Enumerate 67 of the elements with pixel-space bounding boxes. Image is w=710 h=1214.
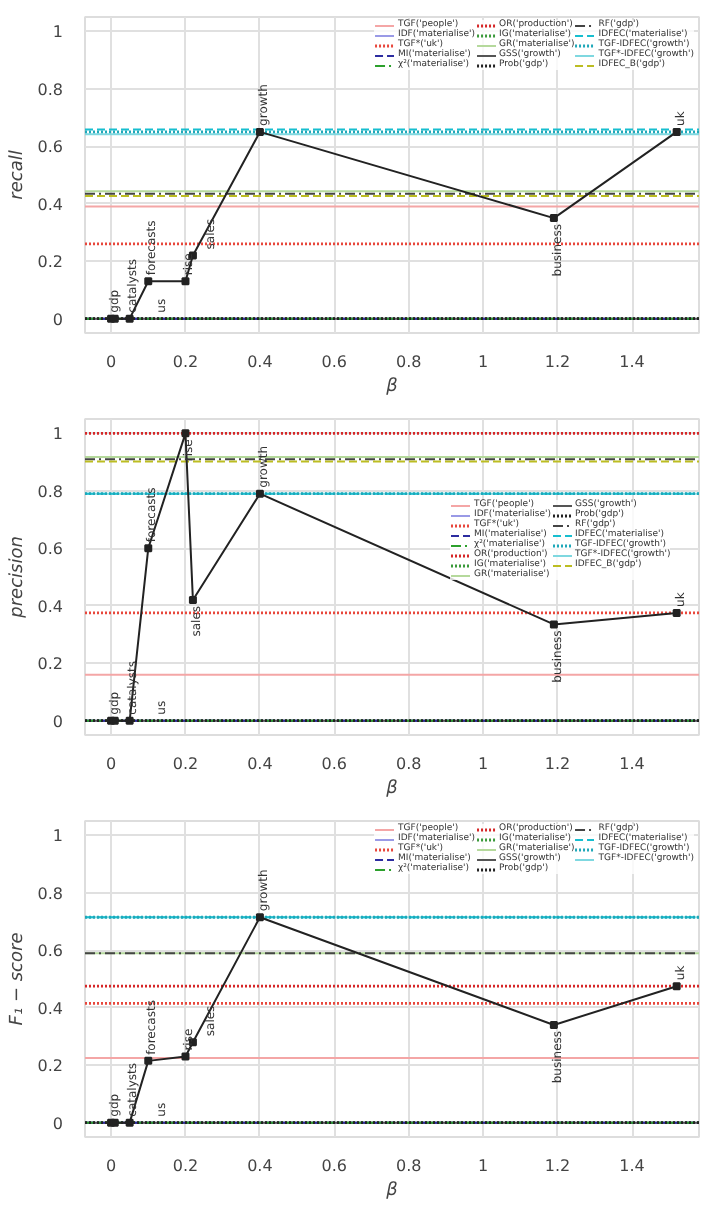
x-tick-label: 1.4 [619,1157,645,1175]
x-tick-label: 0.6 [321,1157,348,1175]
x-tick-label: 0 [105,755,117,773]
point [181,429,190,438]
x-tick-label: 0.4 [247,353,273,371]
x-tick-label: 1.4 [619,353,645,371]
x-tick-label: 0.2 [172,1157,199,1175]
x-tick-label: 1.2 [544,1157,571,1175]
point [672,608,681,617]
x-axis-title: β [384,1181,399,1201]
x-tick-label: 1.2 [544,353,571,371]
x-tick-label: 1 [478,1157,489,1175]
point [181,1052,190,1061]
x-tick-label: 1 [478,755,489,773]
x-tick-label: 0 [105,1157,117,1175]
point [125,314,134,323]
point [549,620,558,629]
y-axis-title: precision [7,535,28,620]
point [672,982,681,991]
x-tick-label: 0.8 [396,1157,422,1175]
point [672,127,681,136]
point [255,489,264,498]
point [125,1118,134,1127]
y-tick-label: 0.6 [37,138,64,157]
point [549,214,558,223]
x-tick-label: 0.2 [172,353,199,371]
x-tick-label: 1 [478,353,489,371]
x-tick-label: 0.8 [396,353,422,371]
point [181,277,190,286]
point [255,127,264,136]
x-tick-label: 0.2 [172,755,199,773]
y-axis-title: recall [7,149,28,200]
y-tick-label: 1 [52,425,64,444]
x-axis-title: β [384,779,399,799]
x-tick-label: 0.4 [247,755,273,773]
point [144,277,153,286]
y-tick-label: 0.2 [37,253,64,272]
y-tick-label: 0 [52,1114,64,1133]
y-tick-label: 0.2 [37,1057,64,1076]
y-tick-label: 0.6 [37,942,64,961]
x-tick-label: 0.6 [321,353,348,371]
y-tick-label: 0.4 [37,999,64,1018]
x-tick-label: 0 [105,353,117,371]
point [125,716,134,725]
y-tick-label: 0.8 [37,884,64,903]
y-tick-label: 0.8 [37,80,64,99]
y-tick-label: 1 [52,827,64,846]
point [144,544,153,553]
x-tick-label: 0.6 [321,755,348,773]
x-axis-title: β [384,377,399,397]
y-tick-label: 0.4 [37,195,64,214]
point [144,1056,153,1065]
x-tick-label: 0.8 [396,755,422,773]
y-tick-label: 0 [52,712,64,731]
y-tick-label: 0.2 [37,655,64,674]
y-tick-label: 0.6 [37,540,64,559]
x-tick-label: 0.4 [247,1157,273,1175]
y-tick-label: 0.8 [37,482,64,501]
x-tick-label: 1.4 [619,755,645,773]
y-tick-label: 0.4 [37,597,64,616]
point [549,1020,558,1029]
y-tick-label: 1 [52,23,64,42]
point [255,913,264,922]
y-axis-title: F₁ − score [7,931,28,1026]
x-tick-label: 1.2 [544,755,571,773]
y-tick-label: 0 [52,310,64,329]
point [188,595,197,604]
